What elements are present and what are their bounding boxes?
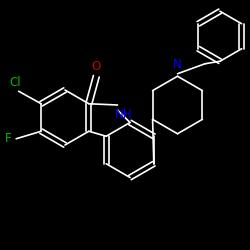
Text: O: O — [92, 60, 101, 73]
Text: N: N — [173, 58, 182, 71]
Text: Cl: Cl — [9, 76, 21, 89]
Text: F: F — [4, 132, 11, 145]
Text: NH: NH — [115, 108, 132, 122]
